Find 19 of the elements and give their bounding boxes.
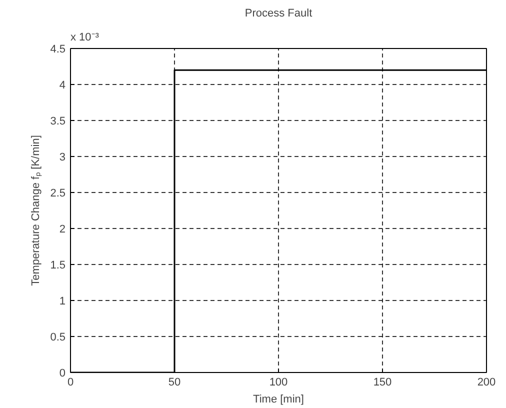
y-tick-label: 2 [59, 224, 66, 236]
y-tick-label: 0.5 [50, 332, 66, 344]
y-axis-title: Temperature Change fₚ [K/min] [30, 135, 42, 286]
x-tick-label: 100 [269, 376, 288, 388]
x-tick-label: 0 [67, 376, 74, 388]
y-tick-label: 2.5 [50, 188, 66, 200]
text: x 10⁻³ [70, 32, 100, 44]
y-tick-label: 0 [59, 368, 66, 380]
x-tick-label: 150 [373, 376, 392, 388]
x-axis-title: Time [min] [253, 394, 304, 406]
y-tick-label: 3 [59, 152, 66, 164]
x-tick-label: 200 [477, 376, 496, 388]
y-tick-label: 1 [59, 296, 66, 308]
y-tick-label: 1.5 [50, 260, 66, 272]
x-tick-label: 50 [168, 376, 181, 388]
y-tick-label: 3.5 [50, 116, 66, 128]
y-tick-label: 4.5 [50, 44, 66, 56]
y-tick-label: 4 [59, 80, 66, 92]
chart-title: Process Fault [244, 8, 312, 20]
